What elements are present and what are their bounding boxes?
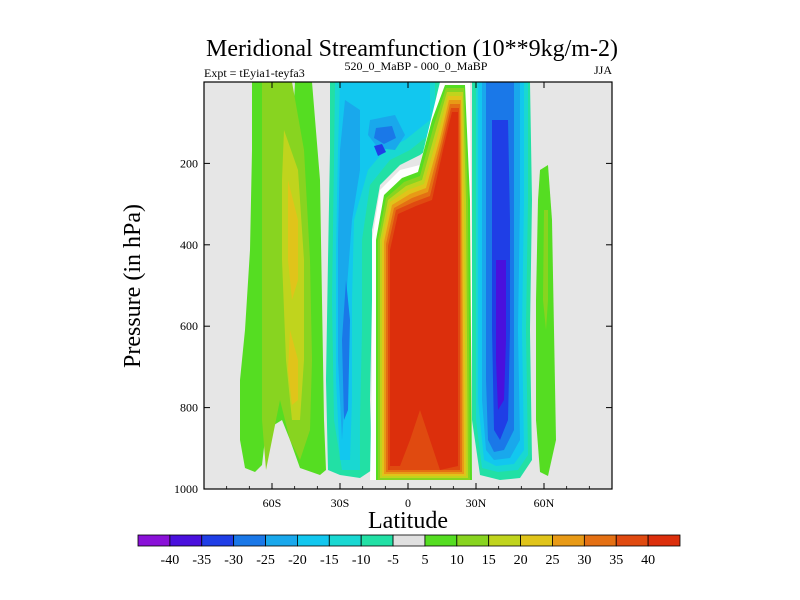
colorbar-swatch bbox=[297, 534, 330, 547]
y-axis: 200 400 600 800 1000 bbox=[174, 156, 612, 496]
colorbar-label: 40 bbox=[641, 553, 655, 568]
x-axis-label: Latitude bbox=[368, 508, 448, 534]
colorbar-label: -30 bbox=[224, 553, 243, 568]
y-axis-label: Pressure (in hPa) bbox=[120, 204, 146, 368]
colorbar-swatch bbox=[328, 534, 362, 547]
contour-region-sh-negative-dot bbox=[374, 144, 386, 156]
colorbar: -40 -35 -30 -25 -20 -15 -10 -5 5 10 15 20 25 30 35 40 bbox=[137, 534, 681, 568]
contour-fill bbox=[240, 82, 556, 480]
colorbar-swatch bbox=[201, 534, 235, 547]
y-tick-label: 1000 bbox=[174, 482, 198, 496]
contour-region-sh-negative-topcore bbox=[374, 126, 396, 144]
contour-region-sh-orange bbox=[288, 330, 298, 405]
contour-region-positive-core bbox=[390, 112, 458, 470]
y-tick-label: 200 bbox=[180, 156, 198, 170]
x-tick-label: 30N bbox=[466, 496, 487, 510]
colorbar-label: -10 bbox=[352, 553, 371, 568]
contour-region-nh-lightgreen bbox=[543, 210, 548, 330]
colorbar-label: 15 bbox=[482, 553, 496, 568]
colorbar-label: -15 bbox=[320, 553, 339, 568]
contour-region-sh-negative-lightblue bbox=[336, 82, 430, 460]
x-axis: 60S 30S 0 30N 60N bbox=[226, 82, 590, 510]
contour-region-nh-negative-indigo bbox=[496, 260, 506, 410]
colorbar-label: -5 bbox=[387, 553, 399, 568]
experiment-label: Expt = tEyia1-teyfa3 bbox=[204, 66, 305, 80]
y-tick-label: 400 bbox=[180, 238, 198, 252]
colorbar-swatch bbox=[520, 534, 553, 547]
season-label: JJA bbox=[594, 63, 612, 77]
colorbar-swatch bbox=[233, 534, 266, 547]
colorbar-label: -35 bbox=[192, 553, 211, 568]
y-tick-label: 600 bbox=[180, 319, 198, 333]
colorbar-label: -25 bbox=[256, 553, 275, 568]
y-tick-label: 800 bbox=[180, 401, 198, 415]
x-tick-label: 60S bbox=[263, 496, 282, 510]
x-tick-label: 0 bbox=[405, 496, 411, 510]
colorbar-label: 10 bbox=[450, 553, 464, 568]
contour-region-sh-gold bbox=[288, 180, 298, 300]
colorbar-label: 35 bbox=[609, 553, 623, 568]
colorbar-swatch bbox=[583, 534, 617, 547]
contour-region-sh-negative-deepblue bbox=[342, 280, 350, 420]
colorbar-swatch bbox=[265, 534, 298, 547]
colorbar-label: 30 bbox=[577, 553, 591, 568]
colorbar-swatch bbox=[169, 534, 203, 547]
colorbar-swatch bbox=[615, 534, 649, 547]
colorbar-label: -20 bbox=[288, 553, 307, 568]
x-tick-label: 30S bbox=[331, 496, 350, 510]
colorbar-swatch bbox=[360, 534, 394, 547]
colorbar-swatch bbox=[552, 534, 585, 547]
colorbar-label: 20 bbox=[514, 553, 528, 568]
colorbar-swatch bbox=[392, 534, 426, 547]
period-label: 520_0_MaBP - 000_0_MaBP bbox=[345, 59, 488, 73]
colorbar-label: 5 bbox=[421, 553, 428, 568]
colorbar-swatch bbox=[424, 534, 458, 547]
chart-title: Meridional Streamfunction (10**9kg/m-2) bbox=[206, 36, 618, 62]
x-tick-label: 60N bbox=[534, 496, 555, 510]
colorbar-swatch bbox=[456, 534, 490, 547]
colorbar-label: -40 bbox=[161, 553, 180, 568]
colorbar-swatch bbox=[488, 534, 521, 547]
colorbar-swatch bbox=[137, 534, 171, 547]
colorbar-swatch bbox=[647, 534, 681, 547]
colorbar-label: 25 bbox=[545, 553, 559, 568]
